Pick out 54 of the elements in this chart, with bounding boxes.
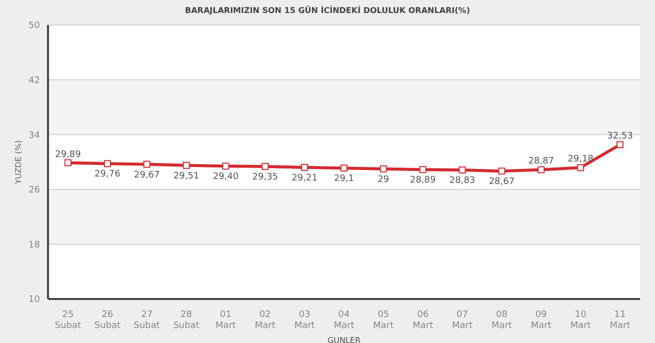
y-tick-label: 26 [28, 186, 40, 196]
data-label: 29 [378, 174, 390, 185]
x-tick-label: 27 Subat [134, 310, 160, 331]
data-label: 29,89 [55, 150, 82, 160]
chart-title: BARAJLARIMIZIN SON 15 GÜN İCİNDEKİ DOLULUK ORANLARI(%) [184, 6, 471, 15]
x-tick-label: 08 Mart [491, 310, 512, 331]
point [262, 162, 269, 170]
point [577, 164, 584, 172]
data-label: 29,51 [173, 171, 200, 182]
x-tick-label: 09 Mart [530, 310, 552, 331]
x-tick-label: 25 Subat [54, 310, 82, 331]
point [182, 162, 190, 169]
x-axis-title: GUNLER [327, 336, 361, 343]
point [222, 162, 230, 170]
data-label: 29,1 [334, 174, 354, 184]
x-tick-label: 06 Mart [412, 310, 434, 331]
x-tick-label: 07 Mart [452, 310, 474, 331]
point [143, 160, 150, 168]
point [458, 166, 466, 174]
x-tick-label: 01 Mart [215, 310, 236, 331]
data-label: 28,89 [410, 176, 436, 186]
point [538, 166, 545, 174]
y-axis-title: YUZDE (%) [14, 140, 23, 185]
x-tick-label: 11 Mart [610, 310, 631, 331]
point [380, 165, 387, 172]
data-label: 29,40 [212, 172, 239, 182]
x-tick-label: 02 Mart [254, 310, 276, 331]
point [419, 166, 426, 174]
point [498, 168, 506, 175]
x-tick-label: 28 Subat [173, 310, 200, 331]
y-tick-label: 34 [28, 130, 40, 141]
point [64, 159, 72, 166]
data-label: 28,87 [528, 156, 554, 167]
x-tick-label: 26 Subat [94, 310, 121, 331]
y-tick-label: 18 [28, 240, 40, 250]
point [301, 164, 308, 171]
point [616, 141, 624, 148]
data-label: 29,67 [134, 170, 160, 180]
data-label: 29,76 [94, 170, 121, 180]
data-label: 32,53 [607, 132, 633, 142]
x-tick-label: 05 Mart [373, 310, 394, 331]
data-label: 29,18 [568, 154, 594, 165]
x-tick-label: 10 Mart [570, 310, 592, 331]
point [340, 164, 348, 172]
y-tick-label: 50 [28, 21, 40, 32]
data-label: 29,21 [292, 173, 318, 184]
x-tick-label: 03 Mart [294, 310, 316, 331]
point [104, 160, 111, 168]
data-label: 28,83 [449, 176, 476, 186]
data-label: 29,35 [252, 172, 278, 182]
x-tick-label: 04 Mart [334, 310, 355, 331]
data-label: 28,67 [488, 177, 515, 188]
y-tick-label: 42 [28, 76, 40, 86]
y-tick-label: 10 [28, 295, 40, 306]
